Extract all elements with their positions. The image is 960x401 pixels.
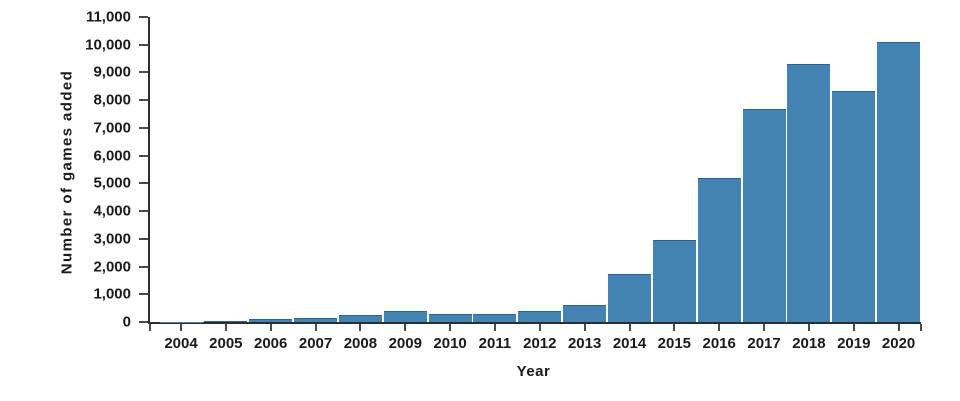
y-axis-tick-label: 3,000 [93,230,131,248]
bar-2012 [518,310,562,322]
y-axis-tick [139,99,148,102]
x-axis-tick [673,324,676,331]
y-axis-tick [139,210,148,213]
x-axis-tick-label: 2005 [209,335,243,352]
y-axis-tick [139,43,148,46]
x-axis-tick-label: 2013 [567,335,602,352]
x-axis-tick-label: 2014 [612,335,647,352]
x-axis-tick-label: 2016 [702,335,736,352]
y-axis-tick [139,237,148,240]
bar-2013 [563,304,607,322]
y-axis-tick [139,265,148,268]
y-axis-tick [139,16,148,18]
y-axis-title: Number of games added [58,69,76,275]
x-axis-end-tick [149,324,151,331]
x-axis-tick [763,324,766,331]
x-axis-tick-label: 2015 [657,335,692,352]
x-axis-tick-label: 2006 [254,335,288,352]
x-axis-tick [807,324,810,331]
y-axis-tick-label: 2,000 [93,258,131,276]
x-axis-tick [583,324,586,331]
bar-2006 [249,318,293,322]
y-axis-tick [139,182,148,185]
x-axis-tick-label: 2011 [478,335,512,352]
x-axis-tick-label: 2017 [747,335,781,352]
y-axis-tick [139,293,148,296]
bar-2011 [473,313,517,322]
y-axis-tick-label: 10,000 [85,36,131,54]
x-axis-tick-label: 2012 [523,335,557,352]
bar-2010 [428,314,472,322]
y-axis-tick [139,154,148,157]
x-axis-tick-label: 2004 [164,335,198,352]
bar-2005 [204,321,248,322]
bar-2014 [608,273,651,322]
x-axis-tick [493,324,496,331]
x-axis-tick [404,324,407,331]
x-axis-tick [314,324,317,331]
bar-2017 [742,109,786,322]
y-axis-tick [139,71,148,74]
x-axis-end-tick [920,324,922,331]
x-axis-tick-label: 2018 [792,335,826,352]
y-axis-tick-label: 11,000 [85,8,131,26]
x-axis-tick-label: 2010 [433,335,467,352]
bar-2018 [787,64,831,322]
y-axis-tick [139,321,148,323]
x-axis-tick-label: 2019 [837,335,871,352]
x-axis-tick [538,324,541,331]
y-axis-tick-label: 8,000 [93,91,131,109]
x-axis-tick [897,324,900,331]
y-axis-tick-label: 1,000 [93,285,131,303]
y-axis-tick-label: 5,000 [93,174,131,192]
x-axis-tick-label: 2007 [298,335,333,352]
x-axis-tick [359,324,362,331]
y-axis-tick [139,126,148,129]
x-axis-tick [180,324,182,331]
y-axis-tick-label: 9,000 [93,63,131,81]
x-axis-tick [718,324,721,331]
x-axis-tick [852,324,855,331]
x-axis-tick [224,324,227,331]
x-axis-tick-label: 2009 [388,335,422,352]
x-axis-tick [269,324,272,331]
x-axis-tick [449,324,452,331]
y-axis-tick-label: 0 [122,313,131,331]
plot-area: 0 1,000 2,000 3,000 4,000 5,000 6,000 7,000 8,00… [85,10,922,351]
x-axis-tick [628,324,631,331]
x-axis-tick-label: 2008 [343,335,378,352]
y-axis-tick-label: 7,000 [93,119,131,137]
bar-2015 [652,239,696,322]
y-axis-tick-label: 4,000 [93,202,131,220]
bar-2008 [338,315,382,322]
bar-2016 [697,177,741,322]
x-axis-title: Year [516,363,551,380]
y-axis-tick-label: 6,000 [93,147,131,165]
x-axis-tick-label: 2020 [881,335,916,352]
bar-2007 [294,317,338,322]
bar-2009 [383,311,427,322]
bar-2020 [877,41,921,322]
bar-2019 [832,90,876,322]
